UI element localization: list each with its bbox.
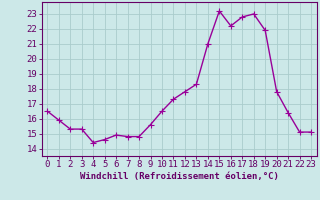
X-axis label: Windchill (Refroidissement éolien,°C): Windchill (Refroidissement éolien,°C) [80, 172, 279, 181]
